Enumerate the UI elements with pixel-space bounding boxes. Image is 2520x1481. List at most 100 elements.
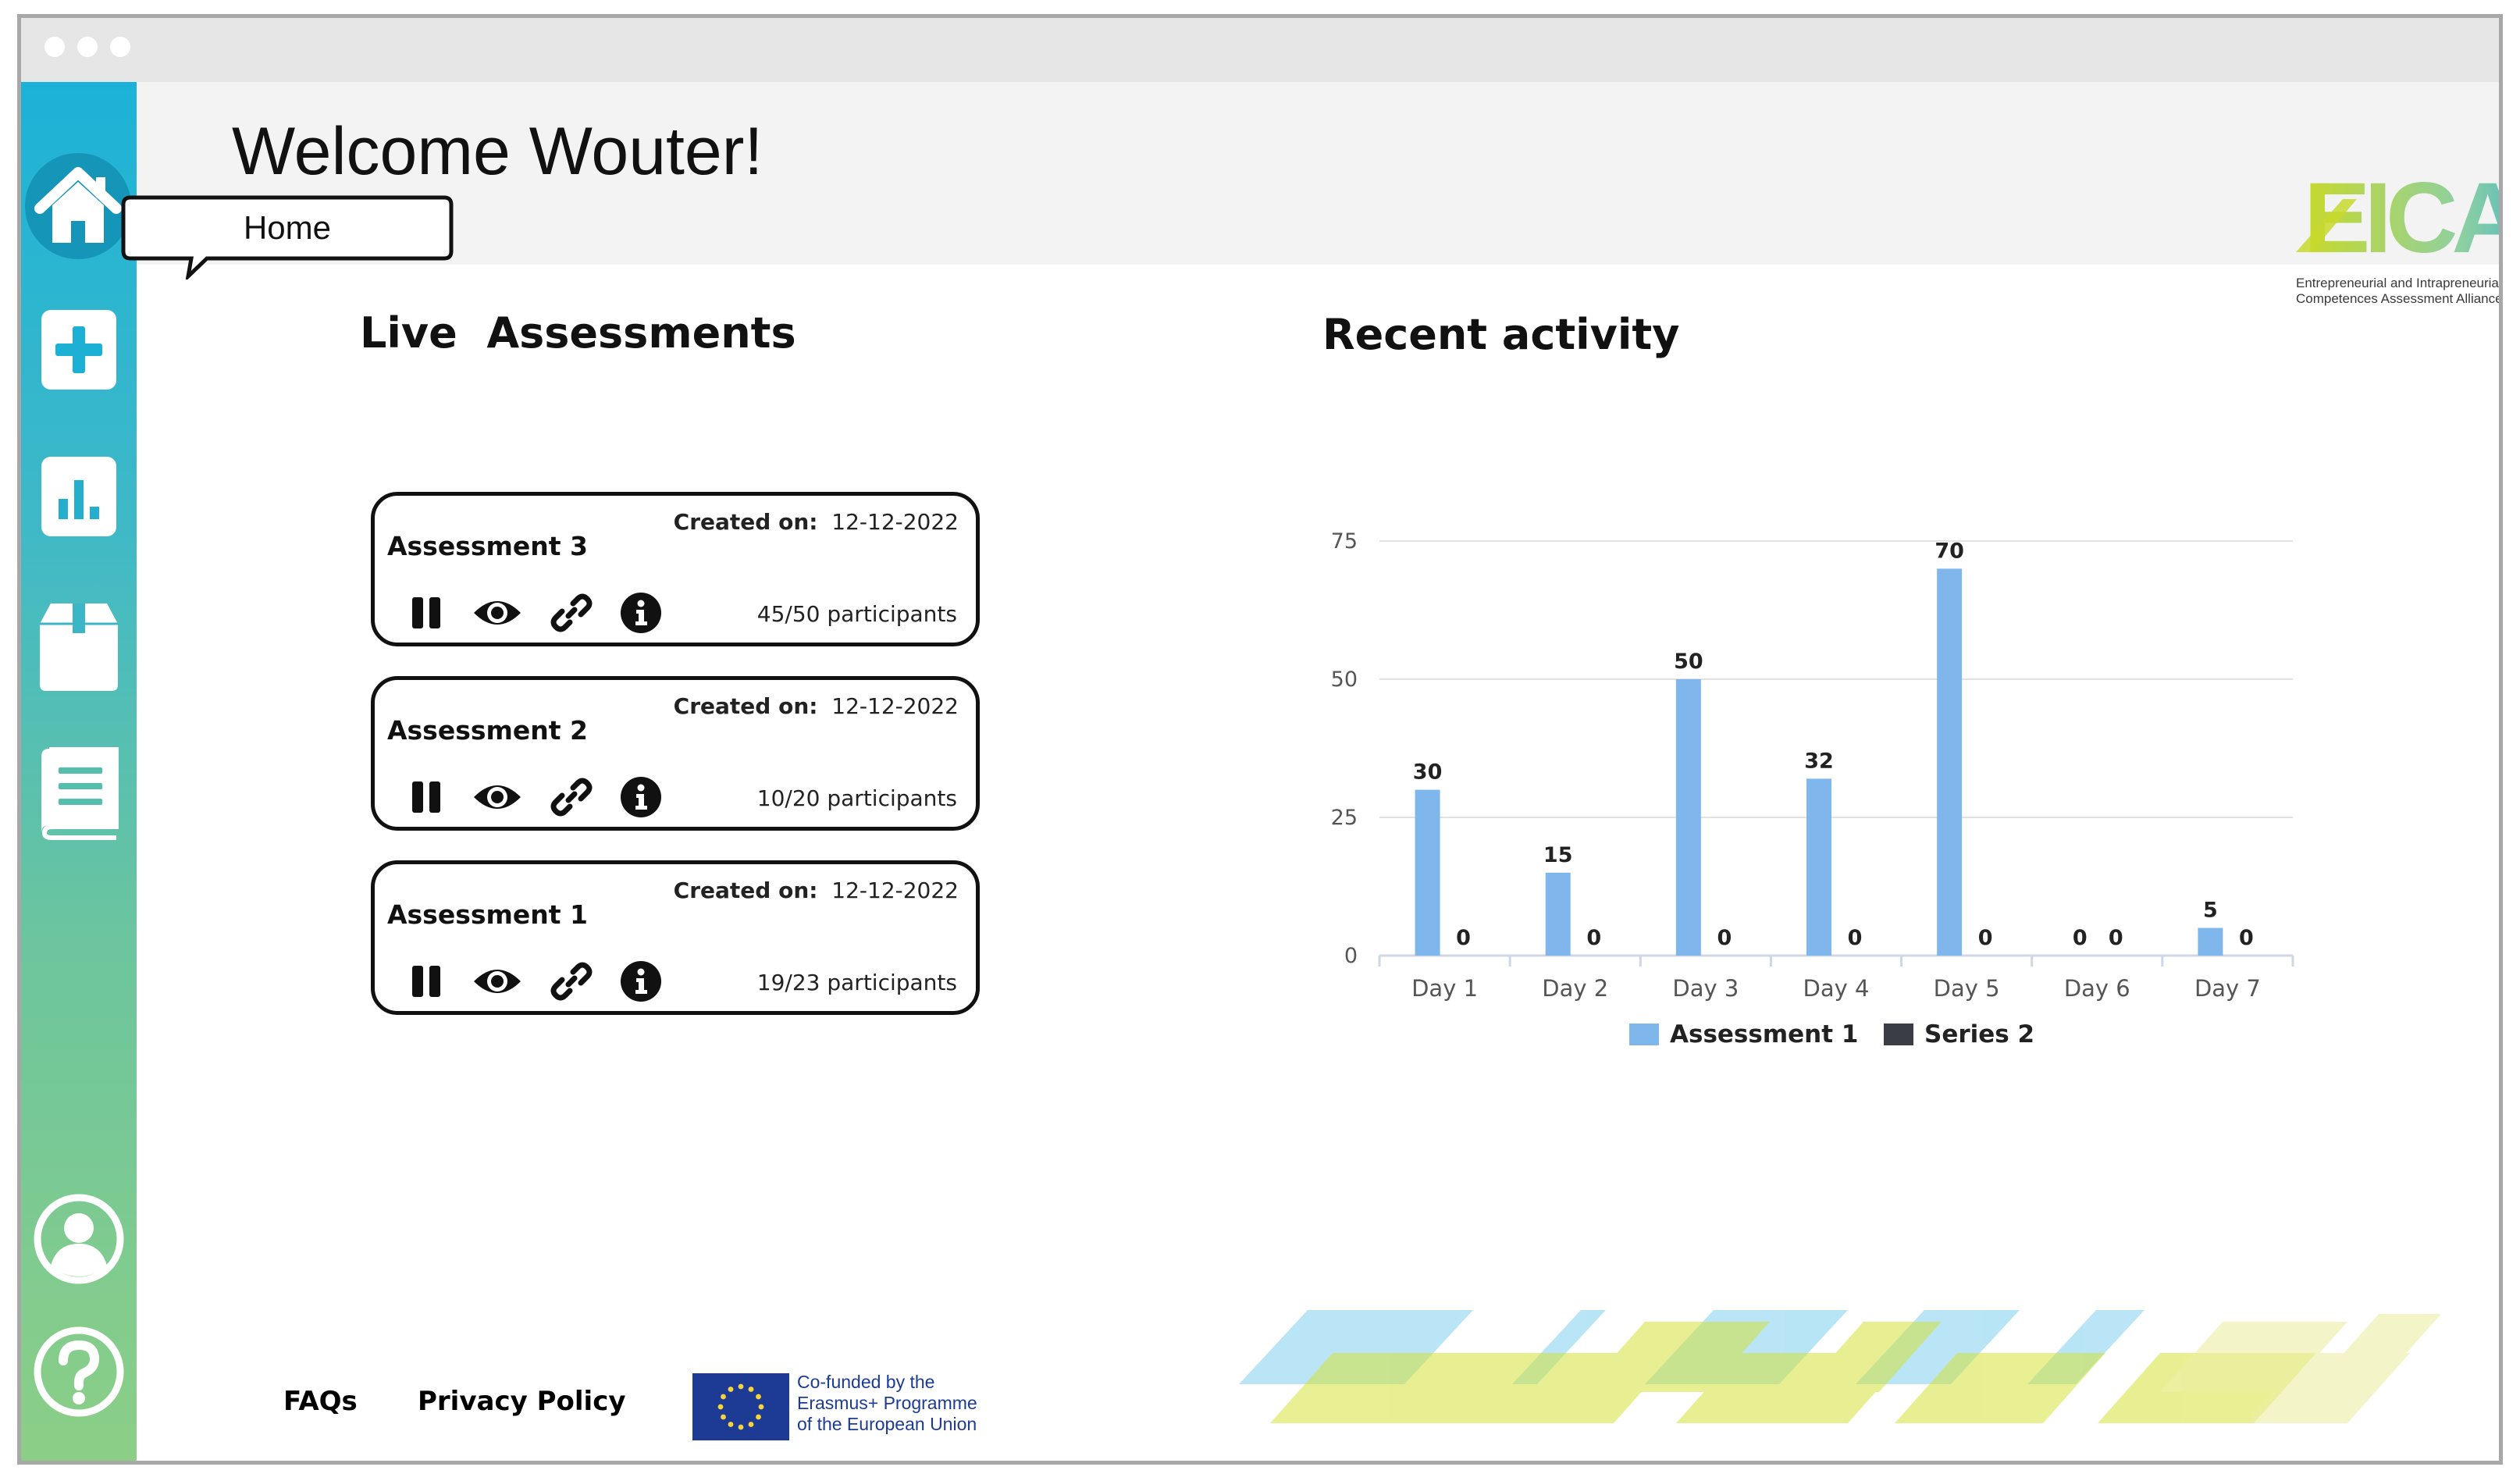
- legend-swatch: [1884, 1024, 1913, 1045]
- logo-caption-line1: Entrepreneurial and Intrapreneurial: [2296, 276, 2502, 290]
- data-label: 5: [2203, 899, 2218, 923]
- window-maximize-dot[interactable]: [110, 37, 130, 57]
- window-minimize-dot[interactable]: [77, 37, 98, 57]
- pause-icon: [412, 966, 440, 997]
- x-tick-label: Day 7: [2194, 975, 2261, 1002]
- data-label: 15: [1543, 843, 1573, 867]
- data-label: 0: [1717, 926, 1732, 950]
- share-link-button[interactable]: [550, 775, 593, 819]
- link-icon: [550, 778, 593, 817]
- info-icon: [621, 961, 661, 1002]
- bar: [1937, 568, 1963, 956]
- created-date: Created on: 12-12-2022: [674, 878, 959, 903]
- info-button[interactable]: [620, 776, 662, 818]
- data-label: 0: [1456, 926, 1471, 950]
- bar: [1415, 789, 1440, 956]
- created-label: Created on:: [673, 509, 818, 535]
- link-icon: [550, 962, 593, 1001]
- y-tick-label: 50: [1331, 668, 1358, 692]
- legend-swatch: [1629, 1024, 1659, 1045]
- tooltip-bubble: [121, 195, 454, 279]
- welcome-heading: Welcome Wouter!: [232, 114, 763, 189]
- eu-line-3: of the European Union: [797, 1414, 977, 1434]
- privacy-policy-link[interactable]: Privacy Policy: [418, 1386, 626, 1417]
- y-tick-label: 25: [1331, 806, 1358, 830]
- created-value: 12-12-2022: [831, 693, 959, 719]
- help-icon: [34, 1326, 124, 1417]
- data-label: 50: [1674, 650, 1703, 674]
- book-icon: [41, 747, 119, 840]
- x-tick-label: Day 2: [1542, 975, 1608, 1002]
- assessment-name: Assessment 2: [387, 715, 588, 746]
- card-actions: [408, 774, 662, 821]
- legend-label: Series 2: [1924, 1020, 2034, 1048]
- sidebar: [21, 82, 137, 1461]
- plus-icon: [41, 310, 116, 390]
- logo-caption-line2: Competences Assessment Alliance: [2296, 291, 2503, 306]
- window-titlebar: [21, 18, 2499, 82]
- sidebar-item-profile[interactable]: [34, 1194, 124, 1284]
- pause-button[interactable]: [408, 594, 445, 632]
- pause-icon: [412, 781, 440, 813]
- assessment-card[interactable]: Assessment 2 Created on: 12-12-2022 10/2…: [371, 676, 980, 831]
- sidebar-item-library[interactable]: [37, 600, 121, 694]
- faqs-link[interactable]: FAQs: [283, 1386, 358, 1417]
- card-actions: [408, 958, 662, 1005]
- data-label: 0: [1978, 926, 1993, 950]
- data-label: 0: [1848, 926, 1863, 950]
- created-label: Created on:: [673, 878, 818, 903]
- data-label: 0: [1586, 926, 1601, 950]
- created-label: Created on:: [673, 693, 818, 719]
- bar: [1806, 778, 1831, 956]
- eye-icon: [474, 601, 521, 625]
- live-assessments-title: Live Assessments: [360, 308, 796, 358]
- share-link-button[interactable]: [550, 959, 593, 1003]
- data-label: 0: [2073, 926, 2088, 950]
- created-value: 12-12-2022: [831, 509, 959, 535]
- assessment-name: Assessment 1: [387, 899, 588, 930]
- view-button[interactable]: [472, 963, 523, 1000]
- eu-cofunded-text: Co-funded by the Erasmus+ Programme of t…: [797, 1372, 1023, 1435]
- recent-activity-title: Recent activity: [1322, 310, 1680, 359]
- assessment-name: Assessment 3: [387, 531, 588, 561]
- view-button[interactable]: [472, 778, 523, 816]
- eu-flag-icon: [692, 1373, 789, 1440]
- assessment-card[interactable]: Assessment 1 Created on: 12-12-2022 19/2…: [371, 860, 980, 1015]
- home-icon: [25, 153, 131, 259]
- created-date: Created on: 12-12-2022: [674, 693, 959, 719]
- pause-icon: [412, 597, 440, 628]
- info-button[interactable]: [620, 592, 662, 634]
- decorative-stripes: [1239, 1310, 2441, 1423]
- share-link-button[interactable]: [550, 591, 593, 635]
- x-tick-label: Day 3: [1672, 975, 1739, 1002]
- sidebar-item-home[interactable]: [23, 151, 133, 262]
- data-label: 70: [1934, 539, 1964, 563]
- y-tick-label: 75: [1331, 529, 1358, 554]
- sidebar-item-reports[interactable]: [40, 455, 118, 538]
- home-tooltip: Home: [121, 195, 454, 279]
- box-icon: [40, 603, 118, 691]
- pause-button[interactable]: [408, 778, 445, 816]
- sidebar-item-guide[interactable]: [38, 747, 119, 841]
- pause-button[interactable]: [408, 963, 445, 1000]
- participants-count: 10/20 participants: [756, 785, 957, 811]
- y-tick-label: 0: [1344, 944, 1358, 968]
- bar: [1545, 872, 1571, 956]
- eicaa-logo: EICAA Entrepreneurial and Intrapreneuria…: [2296, 160, 2503, 316]
- info-icon: [621, 593, 661, 633]
- info-button[interactable]: [620, 960, 662, 1002]
- created-date: Created on: 12-12-2022: [674, 509, 959, 535]
- bar: [2198, 927, 2223, 956]
- participants-count: 45/50 participants: [756, 601, 957, 627]
- x-tick-label: Day 1: [1411, 975, 1478, 1002]
- sidebar-item-help[interactable]: [34, 1326, 124, 1417]
- view-button[interactable]: [472, 594, 523, 632]
- window-close-dot[interactable]: [44, 37, 65, 57]
- link-icon: [550, 593, 593, 632]
- assessment-card[interactable]: Assessment 3 Created on: 12-12-2022 45/5…: [371, 492, 980, 646]
- participants-count: 19/23 participants: [756, 970, 957, 995]
- sidebar-item-new-assessment[interactable]: [40, 308, 118, 391]
- eu-line-1: Co-funded by the: [797, 1372, 935, 1392]
- x-tick-label: Day 6: [2064, 975, 2130, 1002]
